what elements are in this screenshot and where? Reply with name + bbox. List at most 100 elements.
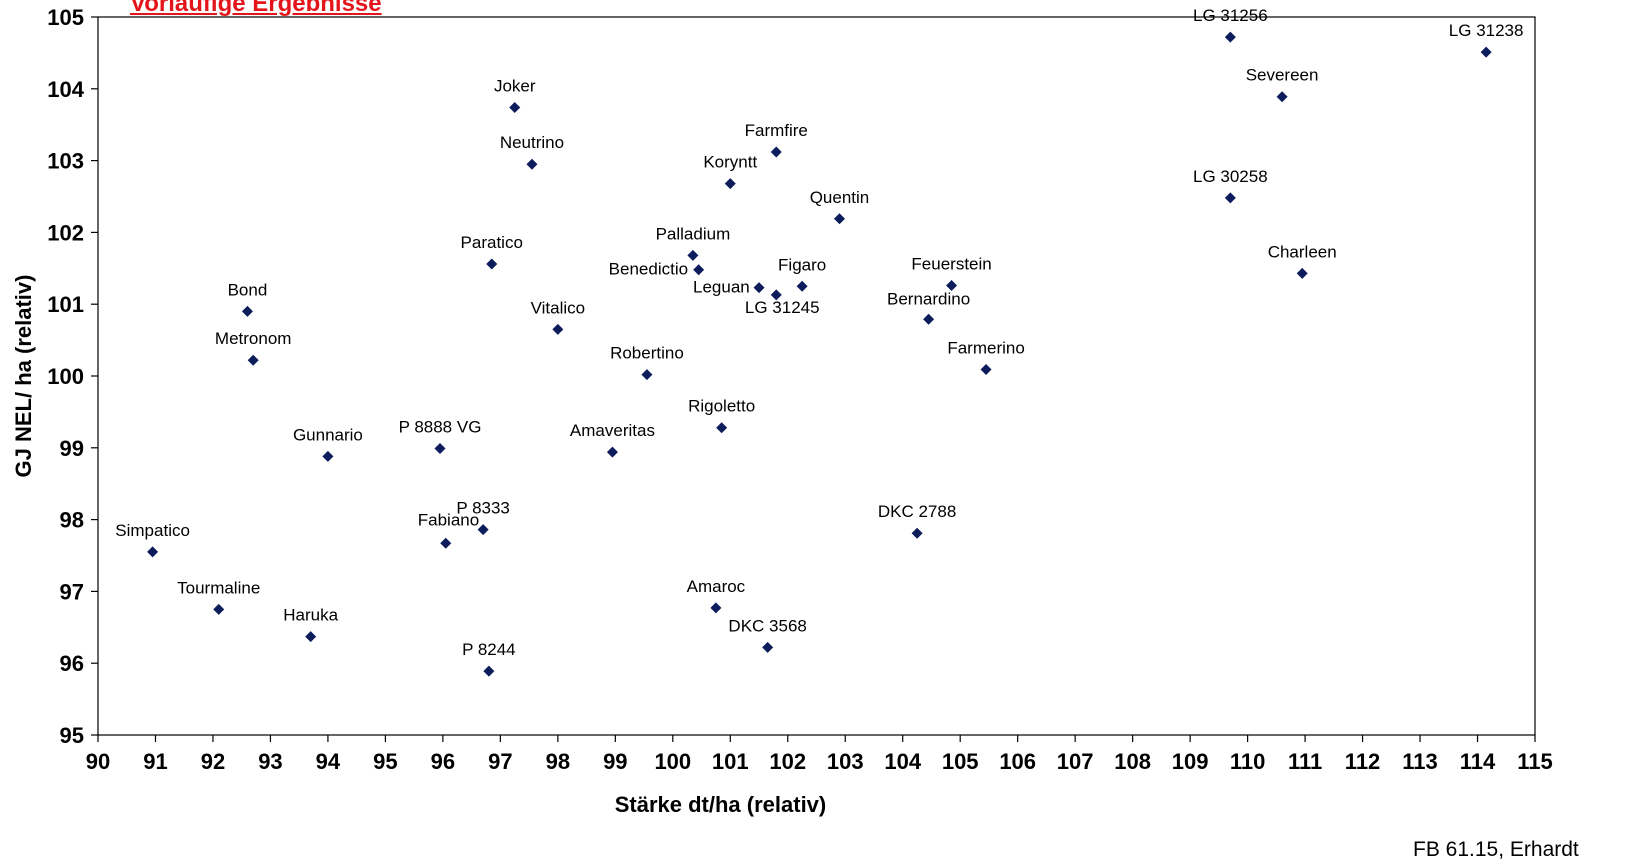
x-tick-label: 92	[201, 749, 225, 774]
point-label: LG 30258	[1193, 167, 1268, 186]
data-point	[770, 146, 782, 158]
x-tick-label: 106	[999, 749, 1036, 774]
x-tick-label: 96	[431, 749, 455, 774]
x-tick-label: 103	[827, 749, 864, 774]
data-point	[147, 546, 159, 558]
x-axis-title: Stärke dt/ha (relativ)	[615, 792, 827, 817]
x-tick-label: 108	[1114, 749, 1151, 774]
plot-frame	[97, 16, 1536, 736]
x-tick-label: 114	[1460, 749, 1496, 774]
point-label: Gunnario	[293, 425, 363, 444]
point-label: Figaro	[778, 255, 826, 274]
point-label: Neutrino	[500, 133, 564, 152]
point-label: Farmerino	[947, 339, 1024, 358]
data-point	[552, 323, 564, 335]
data-point	[770, 289, 782, 301]
data-point	[762, 641, 774, 653]
point-label: Feuerstein	[911, 255, 991, 274]
x-tick-label: 115	[1517, 749, 1553, 774]
y-tick-label: 101	[47, 292, 84, 317]
point-label: Fabiano	[418, 510, 479, 529]
x-tick-label: 99	[603, 749, 627, 774]
data-point	[434, 443, 446, 455]
y-tick-label: 105	[47, 5, 84, 30]
x-tick-label: 102	[769, 749, 806, 774]
data-point	[486, 258, 498, 270]
point-label: LG 31256	[1193, 6, 1268, 25]
point-label: Benedictio	[609, 260, 688, 279]
point-label: DKC 3568	[728, 616, 806, 635]
data-point	[477, 524, 489, 536]
y-tick-label: 95	[60, 723, 84, 748]
y-tick-label: 96	[60, 651, 84, 676]
data-point	[923, 313, 935, 325]
y-tick-label: 102	[47, 220, 84, 245]
y-tick-label: 98	[60, 508, 84, 533]
data-point	[710, 602, 722, 614]
x-tick-label: 94	[316, 749, 341, 774]
y-tick-label: 104	[47, 77, 84, 102]
x-axis-ticks: 90 91 92 93 94 95 96 97 98 99 100 101 102 103 104 105 10…	[86, 735, 1553, 774]
y-tick-label: 103	[47, 149, 84, 174]
y-tick-label: 99	[60, 436, 84, 461]
point-label: DKC 2788	[878, 502, 956, 521]
data-point	[526, 158, 538, 170]
data-point	[1480, 46, 1492, 58]
data-point	[1224, 192, 1236, 204]
data-point	[911, 527, 923, 539]
point-label: Koryntt	[703, 153, 757, 172]
x-tick-label: 112	[1345, 749, 1381, 774]
data-point	[833, 213, 845, 225]
point-label: Simpatico	[115, 521, 190, 540]
point-label: Vitalico	[531, 298, 586, 317]
header-note: Vorläufige Ergebnisse	[130, 0, 382, 17]
data-point	[305, 631, 317, 643]
data-point	[687, 249, 699, 261]
point-label: Joker	[494, 76, 536, 95]
point-label: Quentin	[810, 188, 870, 207]
x-tick-label: 95	[373, 749, 397, 774]
data-point	[753, 282, 765, 294]
point-label: P 8244	[462, 640, 516, 659]
plot-border	[97, 16, 1536, 736]
data-labels: Simpatico Tourmaline Haruka Bond Metronom Gun…	[115, 6, 1523, 659]
data-point	[716, 422, 728, 434]
data-point	[1276, 91, 1288, 103]
x-tick-label: 100	[654, 749, 691, 774]
point-label: LG 31238	[1449, 21, 1524, 40]
x-tick-label: 101	[712, 749, 749, 774]
point-label: Farmfire	[745, 121, 808, 140]
data-point	[247, 354, 259, 366]
point-label: Charleen	[1268, 242, 1337, 261]
point-label: Leguan	[693, 278, 750, 297]
data-point	[213, 603, 225, 615]
source-note: FB 61.15, Erhardt	[1413, 838, 1579, 861]
point-label: Bernardino	[887, 289, 970, 308]
x-tick-label: 109	[1172, 749, 1209, 774]
data-point	[483, 665, 495, 677]
x-tick-label: 98	[546, 749, 570, 774]
data-point	[796, 280, 808, 292]
x-tick-label: 110	[1230, 749, 1266, 774]
point-label: Metronom	[215, 329, 292, 348]
x-tick-label: 93	[258, 749, 282, 774]
x-tick-label: 105	[942, 749, 979, 774]
point-label: Tourmaline	[177, 578, 260, 597]
data-point	[322, 450, 334, 462]
x-tick-label: 111	[1288, 749, 1322, 774]
y-axis-title: GJ NEL/ ha (relativ)	[11, 275, 36, 478]
x-tick-label: 104	[884, 749, 921, 774]
data-point	[509, 101, 521, 113]
x-tick-label: 97	[488, 749, 512, 774]
point-label: P 8888 VG	[399, 418, 482, 437]
y-tick-label: 97	[60, 579, 84, 604]
data-point	[1296, 267, 1308, 279]
x-tick-label: 91	[143, 749, 167, 774]
point-label: Robertino	[610, 344, 684, 363]
data-points	[147, 31, 1492, 677]
data-point	[693, 264, 705, 276]
data-point	[980, 364, 992, 376]
x-tick-label: 107	[1057, 749, 1094, 774]
data-point	[606, 446, 618, 458]
